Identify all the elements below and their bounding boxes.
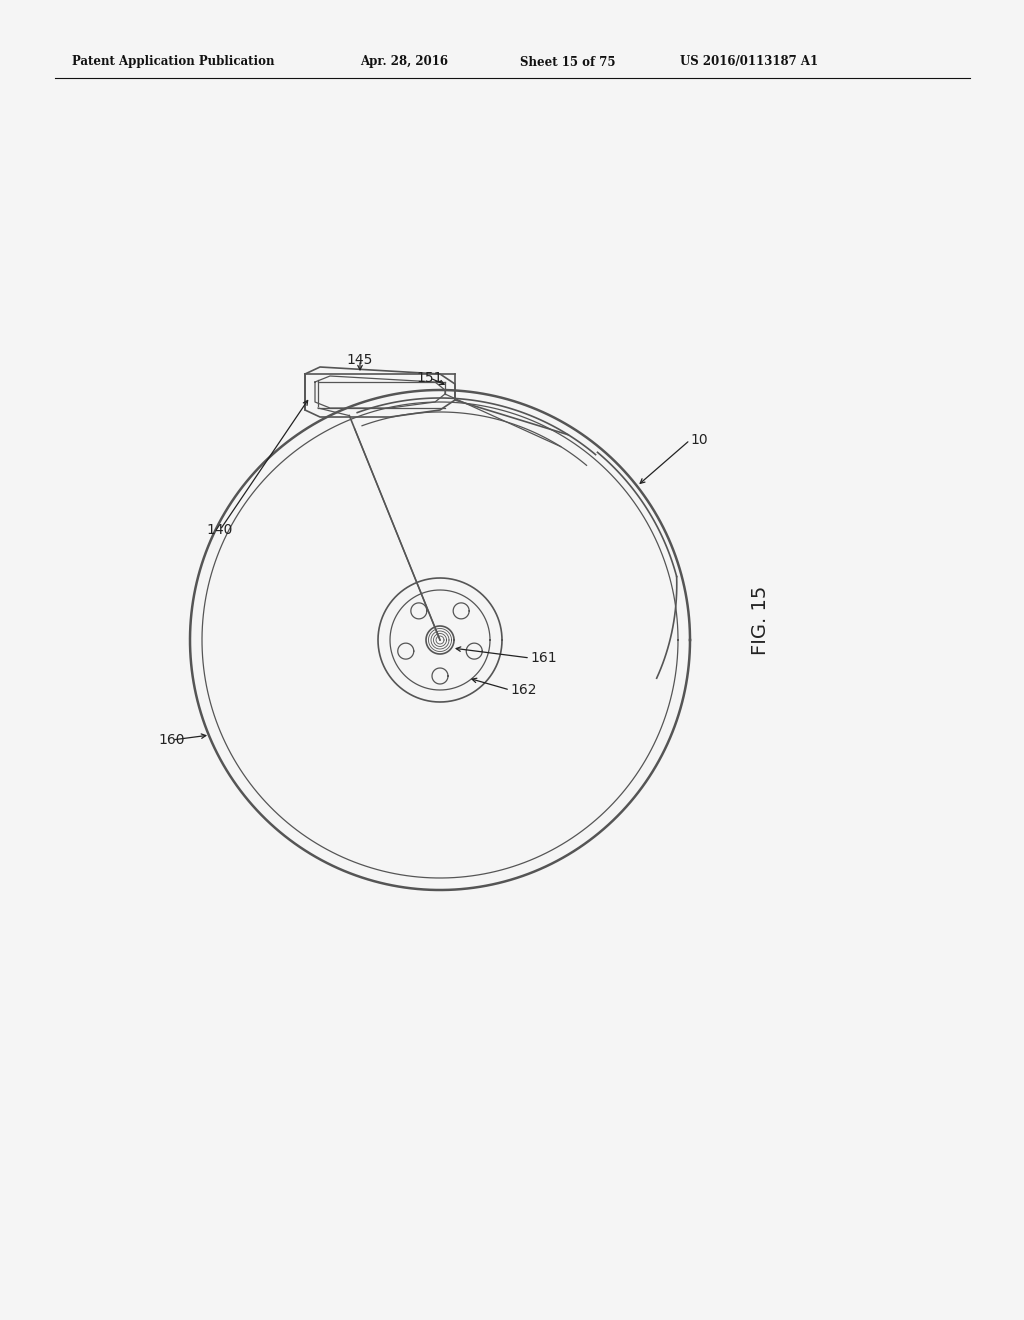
Text: 10: 10 [690,433,708,447]
Text: FIG. 15: FIG. 15 [751,585,769,655]
Text: 145: 145 [347,352,373,367]
Text: 160: 160 [159,733,185,747]
Text: US 2016/0113187 A1: US 2016/0113187 A1 [680,55,818,69]
Text: 151: 151 [417,371,443,385]
Text: Sheet 15 of 75: Sheet 15 of 75 [520,55,615,69]
Text: Patent Application Publication: Patent Application Publication [72,55,274,69]
Text: 162: 162 [510,682,537,697]
Text: 140: 140 [207,523,233,537]
Text: Apr. 28, 2016: Apr. 28, 2016 [360,55,449,69]
Text: 161: 161 [530,651,557,665]
